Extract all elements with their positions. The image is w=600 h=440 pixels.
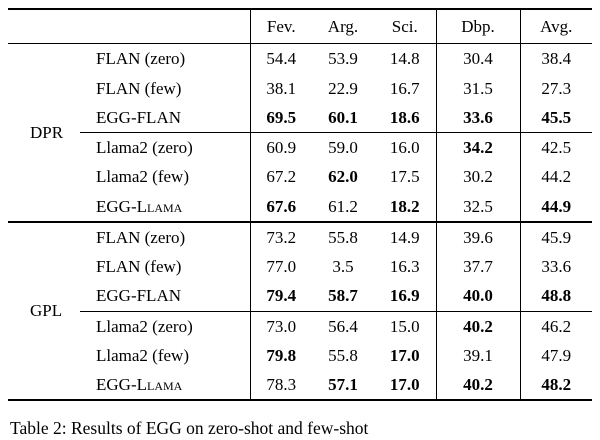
model-label: EGG-Llama [96,196,183,216]
value-cell: 17.5 [389,167,420,187]
value-cell: 45.5 [519,102,592,133]
model-label: EGG-FLAN [80,281,250,312]
value-cell: 22.9 [328,78,358,98]
table-row: DPR FLAN (zero) 54.4 53.9 14.8 30.4 38.4 [8,43,592,223]
value-cell: 54.4 [249,43,312,74]
value-cell: 40.0 [435,281,520,312]
value-cell: 38.1 [249,73,312,103]
value-cell: 33.6 [435,102,520,133]
results-table: Fev. Arg. Sci. Dbp. Avg. DPR FLAN (zero) 54.4 5… [8,8,592,402]
value-cell: 33.6 [519,252,592,282]
value-cell: 53.9 [328,49,358,69]
model-label: FLAN (few) [96,78,182,98]
paper-page: Fev. Arg. Sci. Dbp. Avg. DPR FLAN (zero) 54.4 5… [0,8,600,440]
value-cell: 77.0 [249,252,312,282]
value-cell: 60.1 [312,102,374,133]
model-label: FLAN (zero) [80,220,250,252]
value-cell: 40.2 [435,370,520,402]
value-cell: 27.3 [519,73,592,103]
value-cell: 34.2 [435,132,520,163]
table-row: GPL FLAN (zero) 73.2 55.8 14.9 39.6 45.9 [8,220,592,402]
value-cell: 73.0 [249,311,312,341]
value-cell: 17.0 [374,370,436,402]
value-cell: 3.5 [332,257,354,276]
table-row: EGG-Llama 67.6 61.2 18.2 32.5 44.9 [8,191,592,222]
value-cell: 14.9 [374,220,436,252]
value-cell: 17.0 [389,345,420,365]
model-label: FLAN (few) [96,257,182,276]
table-row: FLAN (few) 77.0 3.5 16.3 37.7 33.6 [8,252,592,282]
table-row: EGG-FLAN 79.4 58.7 16.9 40.0 48.8 [8,281,592,312]
corner-cell [8,8,250,45]
model-label: Llama2 (few) [96,167,189,187]
header-row: Fev. Arg. Sci. Dbp. Avg. [8,8,592,45]
value-cell: 42.5 [519,132,592,163]
value-cell: 18.6 [374,102,436,133]
table-row: EGG-Llama 78.3 57.1 17.0 40.2 48.2 [8,370,592,402]
table-row: Llama2 (zero) 60.9 59.0 16.0 34.2 42.5 [8,132,592,163]
group-label: GPL [8,220,80,402]
value-cell: 79.8 [249,340,312,370]
value-cell: 30.4 [435,43,520,74]
value-cell: 32.5 [435,191,520,222]
column-header: Fev. [249,8,312,45]
column-header: Dbp. [435,8,520,45]
value-cell: 69.5 [249,102,312,133]
value-cell: 55.8 [328,345,358,365]
value-cell: 78.3 [249,370,312,402]
group-label: DPR [8,43,80,223]
value-cell: 31.5 [435,73,520,103]
model-label: Llama2 (zero) [96,138,193,157]
value-cell: 47.9 [519,340,592,370]
value-cell: 67.2 [249,162,312,192]
value-cell: 61.2 [328,196,358,216]
value-cell: 16.0 [389,138,420,157]
table-row: Llama2 (few) 79.8 55.8 17.0 39.1 47.9 [8,340,592,370]
value-cell: 44.2 [519,162,592,192]
value-cell: 48.2 [519,370,592,402]
table-row: Llama2 (zero) 73.0 56.4 15.0 40.2 46.2 [8,311,592,341]
value-cell: 39.6 [435,220,520,252]
value-cell: 55.8 [312,220,374,252]
table-caption: Table 2: Results of EGG on zero-shot and… [10,418,369,438]
value-cell: 48.8 [519,281,592,312]
table-row: FLAN (few) 38.1 22.9 16.7 31.5 27.3 [8,73,592,103]
value-cell: 16.7 [389,78,420,98]
value-cell: 30.2 [435,162,520,192]
value-cell: 79.4 [249,281,312,312]
model-label: EGG-FLAN [80,102,250,133]
value-cell: 18.2 [389,196,420,216]
value-cell: 16.9 [374,281,436,312]
value-cell: 60.9 [249,132,312,163]
model-label: EGG-Llama [80,370,250,402]
value-cell: 59.0 [328,138,358,157]
column-header: Arg. [312,8,374,45]
model-label: FLAN (zero) [96,49,186,69]
table-row: Llama2 (few) 67.2 62.0 17.5 30.2 44.2 [8,162,592,192]
table-row: EGG-FLAN 69.5 60.1 18.6 33.6 45.5 [8,102,592,133]
value-cell: 45.9 [519,220,592,252]
value-cell: 62.0 [328,167,358,187]
column-header: Avg. [519,8,592,45]
value-cell: 38.4 [519,43,592,74]
value-cell: 56.4 [328,316,358,336]
value-cell: 14.8 [389,49,420,69]
model-label: Llama2 (few) [96,345,189,365]
value-cell: 67.6 [249,191,312,222]
value-cell: 39.1 [435,340,520,370]
model-label: Llama2 (zero) [96,316,193,336]
value-cell: 16.3 [389,257,420,276]
value-cell: 57.1 [312,370,374,402]
value-cell: 15.0 [389,316,420,336]
value-cell: 73.2 [249,220,312,252]
value-cell: 46.2 [519,311,592,341]
value-cell: 44.9 [519,191,592,222]
value-cell: 40.2 [435,311,520,341]
value-cell: 58.7 [312,281,374,312]
value-cell: 37.7 [435,252,520,282]
column-header: Sci. [374,8,436,45]
